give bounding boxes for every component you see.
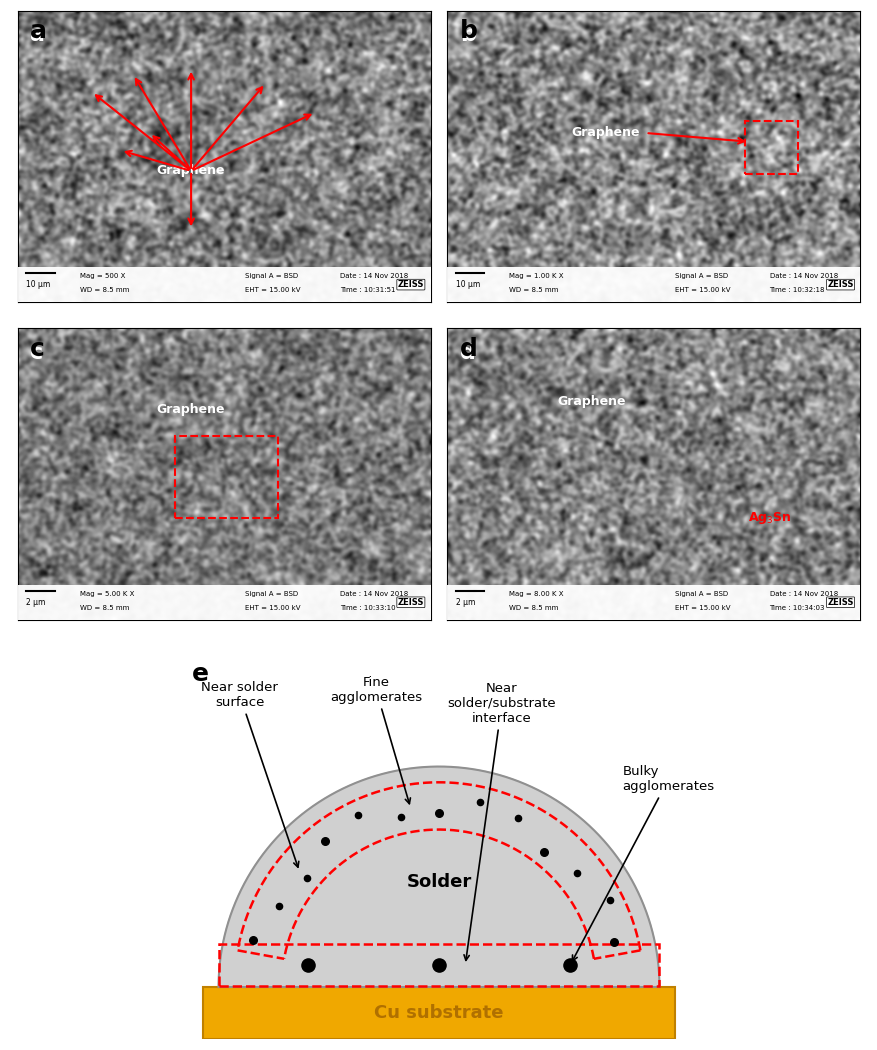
Polygon shape <box>218 766 659 987</box>
Point <box>272 898 286 915</box>
Point <box>602 891 616 908</box>
Text: Graphene: Graphene <box>557 395 625 407</box>
Point <box>607 933 621 950</box>
Text: Time : 10:33:10: Time : 10:33:10 <box>339 605 395 611</box>
Text: Graphene: Graphene <box>571 126 639 140</box>
Text: 2 μm: 2 μm <box>25 597 45 607</box>
Text: WD = 8.5 mm: WD = 8.5 mm <box>80 288 129 293</box>
Text: e: e <box>192 662 209 686</box>
Point <box>510 811 524 827</box>
Text: Mag = 500 X: Mag = 500 X <box>80 273 125 279</box>
Text: Bulky
agglomerates: Bulky agglomerates <box>572 764 714 961</box>
Text: ZEISS: ZEISS <box>397 280 424 289</box>
Point <box>246 931 260 948</box>
Point <box>394 808 408 825</box>
Text: ZEISS: ZEISS <box>826 597 852 607</box>
Text: b: b <box>460 25 475 45</box>
Text: EHT = 15.00 kV: EHT = 15.00 kV <box>674 288 729 293</box>
Text: Near solder
surface: Near solder surface <box>201 680 298 867</box>
Point <box>301 957 315 973</box>
Text: Cu substrate: Cu substrate <box>374 1004 503 1023</box>
Text: Signal A = BSD: Signal A = BSD <box>245 273 297 279</box>
Text: d: d <box>460 342 475 362</box>
Text: EHT = 15.00 kV: EHT = 15.00 kV <box>674 605 729 611</box>
Point <box>473 794 487 811</box>
Text: Near
solder/substrate
interface: Near solder/substrate interface <box>447 681 556 961</box>
Text: Mag = 1.00 K X: Mag = 1.00 K X <box>509 273 563 279</box>
Point <box>431 805 446 822</box>
Text: Mag = 5.00 K X: Mag = 5.00 K X <box>80 590 134 596</box>
Text: Date : 14 Nov 2018: Date : 14 Nov 2018 <box>339 273 408 279</box>
Bar <box>446 267 859 302</box>
FancyBboxPatch shape <box>203 987 674 1040</box>
Text: Graphene: Graphene <box>157 403 225 416</box>
Bar <box>18 267 431 302</box>
Text: 2 μm: 2 μm <box>455 597 474 607</box>
Point <box>569 865 583 882</box>
Text: 10 μm: 10 μm <box>455 280 479 289</box>
Point <box>562 957 576 973</box>
Text: d: d <box>460 337 477 361</box>
Text: a: a <box>30 19 46 43</box>
Text: c: c <box>30 337 45 361</box>
Text: Time : 10:32:18: Time : 10:32:18 <box>768 288 824 293</box>
Point <box>351 806 365 823</box>
Text: Mag = 8.00 K X: Mag = 8.00 K X <box>509 590 563 596</box>
Text: WD = 8.5 mm: WD = 8.5 mm <box>509 605 558 611</box>
Text: Signal A = BSD: Signal A = BSD <box>674 273 727 279</box>
Text: Date : 14 Nov 2018: Date : 14 Nov 2018 <box>339 590 408 596</box>
Text: EHT = 15.00 kV: EHT = 15.00 kV <box>245 288 300 293</box>
Text: Signal A = BSD: Signal A = BSD <box>245 590 297 596</box>
Text: EHT = 15.00 kV: EHT = 15.00 kV <box>245 605 300 611</box>
Text: Fine
agglomerates: Fine agglomerates <box>330 675 422 803</box>
Text: c: c <box>30 342 43 362</box>
Text: ZEISS: ZEISS <box>397 597 424 607</box>
Text: ZEISS: ZEISS <box>826 280 852 289</box>
Text: WD = 8.5 mm: WD = 8.5 mm <box>509 288 558 293</box>
Text: Signal A = BSD: Signal A = BSD <box>674 590 727 596</box>
Text: 10 μm: 10 μm <box>25 280 50 289</box>
Point <box>300 869 314 886</box>
Point <box>431 957 446 973</box>
Text: Date : 14 Nov 2018: Date : 14 Nov 2018 <box>768 273 837 279</box>
Text: Time : 10:34:03: Time : 10:34:03 <box>768 605 824 611</box>
Text: Graphene: Graphene <box>157 165 225 177</box>
Text: Date : 14 Nov 2018: Date : 14 Nov 2018 <box>768 590 837 596</box>
Text: b: b <box>460 19 477 43</box>
Text: WD = 8.5 mm: WD = 8.5 mm <box>80 605 129 611</box>
Text: Time : 10:31:51: Time : 10:31:51 <box>339 288 395 293</box>
Text: Ag$_3$Sn: Ag$_3$Sn <box>747 509 790 526</box>
Bar <box>446 585 859 619</box>
Point <box>318 833 332 849</box>
Text: a: a <box>30 25 45 45</box>
Point <box>537 843 551 860</box>
Bar <box>18 585 431 619</box>
Text: Solder: Solder <box>406 873 471 891</box>
